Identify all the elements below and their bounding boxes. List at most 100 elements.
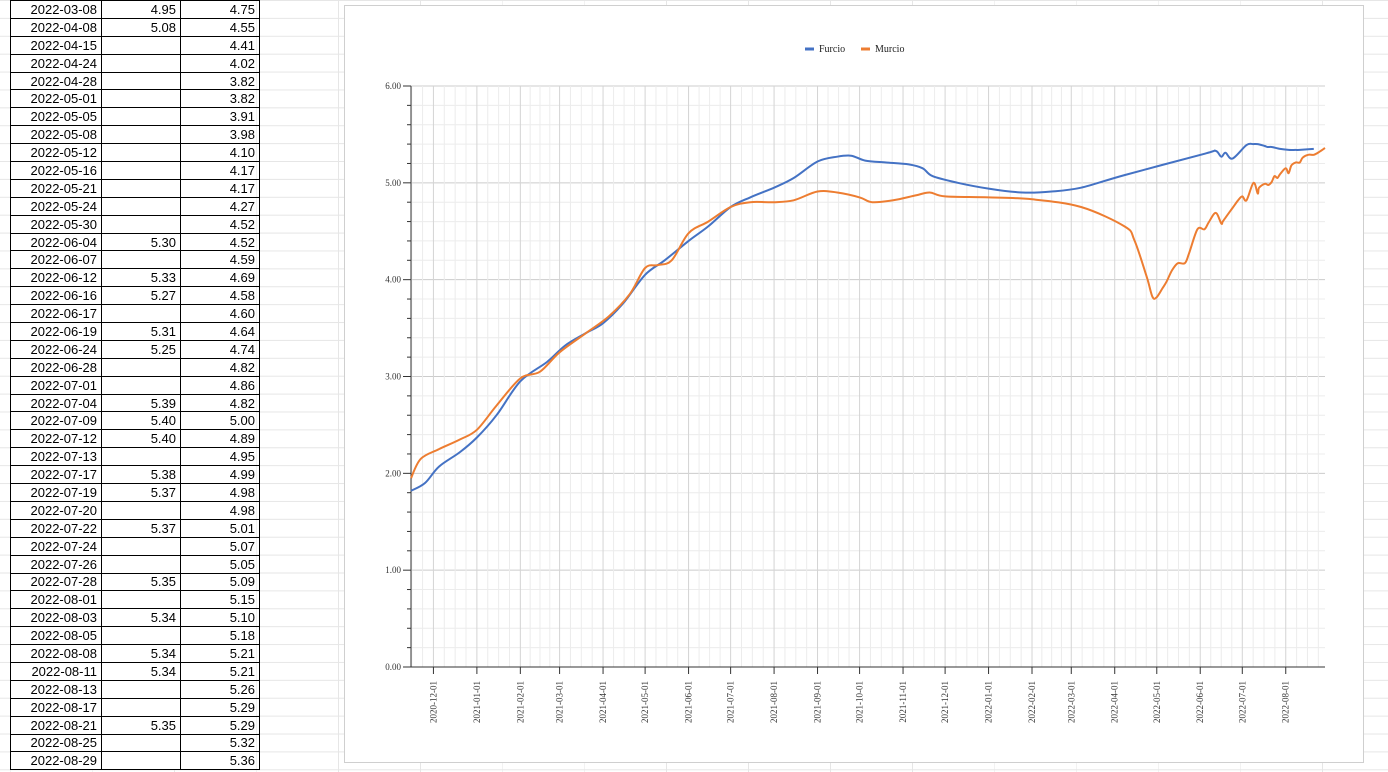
table-row[interactable]: 2022-04-08 5.08 4.55 <box>10 17 260 37</box>
table-row[interactable]: 2022-07-04 5.39 4.82 <box>10 393 260 413</box>
murcio-cell[interactable]: 5.21 <box>180 661 260 681</box>
date-cell[interactable]: 2022-05-05 <box>10 107 102 127</box>
table-row[interactable]: 2022-07-01 4.86 <box>10 375 260 395</box>
table-row[interactable]: 2022-05-24 4.27 <box>10 196 260 216</box>
furcio-cell[interactable]: 5.38 <box>101 465 181 485</box>
murcio-cell[interactable]: 5.07 <box>180 536 260 556</box>
furcio-cell[interactable]: 5.31 <box>101 322 181 341</box>
furcio-cell[interactable] <box>101 214 181 234</box>
murcio-cell[interactable]: 5.00 <box>180 411 260 431</box>
murcio-cell[interactable]: 4.27 <box>180 196 260 216</box>
table-row[interactable]: 2022-06-24 5.25 4.74 <box>10 339 260 359</box>
furcio-cell[interactable]: 5.35 <box>101 715 181 735</box>
murcio-cell[interactable]: 5.26 <box>180 679 260 699</box>
furcio-cell[interactable] <box>101 357 181 377</box>
furcio-cell[interactable] <box>101 536 181 556</box>
murcio-cell[interactable]: 5.36 <box>180 751 260 771</box>
date-cell[interactable]: 2022-08-05 <box>10 626 102 646</box>
murcio-cell[interactable]: 4.02 <box>180 53 260 73</box>
table-row[interactable]: 2022-05-30 4.52 <box>10 214 260 234</box>
murcio-cell[interactable]: 4.10 <box>180 143 260 163</box>
furcio-cell[interactable] <box>101 590 181 610</box>
furcio-cell[interactable] <box>101 626 181 646</box>
murcio-cell[interactable]: 3.91 <box>180 107 260 127</box>
furcio-cell[interactable]: 5.33 <box>101 268 181 288</box>
table-row[interactable]: 2022-06-16 5.27 4.58 <box>10 286 260 306</box>
table-row[interactable]: 2022-05-12 4.10 <box>10 143 260 163</box>
date-cell[interactable]: 2022-08-13 <box>10 679 102 699</box>
date-cell[interactable]: 2022-07-17 <box>10 465 102 485</box>
table-row[interactable]: 2022-05-21 4.17 <box>10 178 260 198</box>
furcio-cell[interactable]: 5.39 <box>101 393 181 413</box>
murcio-cell[interactable]: 4.69 <box>180 268 260 288</box>
furcio-cell[interactable] <box>101 107 181 127</box>
date-cell[interactable]: 2022-05-21 <box>10 178 102 198</box>
date-cell[interactable]: 2022-07-12 <box>10 429 102 449</box>
table-row[interactable]: 2022-08-05 5.18 <box>10 626 260 646</box>
murcio-cell[interactable]: 4.95 <box>180 447 260 467</box>
murcio-cell[interactable]: 4.74 <box>180 339 260 359</box>
furcio-cell[interactable]: 5.08 <box>101 17 181 37</box>
furcio-cell[interactable]: 5.25 <box>101 339 181 359</box>
murcio-cell[interactable]: 5.05 <box>180 554 260 574</box>
date-cell[interactable]: 2022-07-22 <box>10 518 102 538</box>
date-cell[interactable]: 2022-08-01 <box>10 590 102 610</box>
date-cell[interactable]: 2022-06-24 <box>10 339 102 359</box>
table-row[interactable]: 2022-07-20 4.98 <box>10 500 260 520</box>
table-row[interactable]: 2022-07-28 5.35 5.09 <box>10 572 260 592</box>
furcio-cell[interactable] <box>101 250 181 270</box>
date-cell[interactable]: 2022-08-08 <box>10 644 102 663</box>
murcio-cell[interactable]: 4.86 <box>180 375 260 395</box>
furcio-cell[interactable]: 5.34 <box>101 644 181 663</box>
furcio-cell[interactable] <box>101 178 181 198</box>
table-row[interactable]: 2022-08-21 5.35 5.29 <box>10 715 260 735</box>
furcio-cell[interactable]: 5.35 <box>101 572 181 592</box>
murcio-cell[interactable]: 5.15 <box>180 590 260 610</box>
murcio-cell[interactable]: 5.10 <box>180 608 260 628</box>
furcio-cell[interactable]: 5.37 <box>101 518 181 538</box>
furcio-cell[interactable] <box>101 554 181 574</box>
date-cell[interactable]: 2022-06-28 <box>10 357 102 377</box>
table-row[interactable]: 2022-07-22 5.37 5.01 <box>10 518 260 538</box>
furcio-cell[interactable]: 5.34 <box>101 608 181 628</box>
table-row[interactable]: 2022-05-05 3.91 <box>10 107 260 127</box>
murcio-cell[interactable]: 3.82 <box>180 71 260 91</box>
date-cell[interactable]: 2022-07-28 <box>10 572 102 592</box>
murcio-cell[interactable]: 4.98 <box>180 483 260 502</box>
date-cell[interactable]: 2022-06-16 <box>10 286 102 306</box>
murcio-cell[interactable]: 4.82 <box>180 393 260 413</box>
table-row[interactable]: 2022-04-28 3.82 <box>10 71 260 91</box>
table-row[interactable]: 2022-07-12 5.40 4.89 <box>10 429 260 449</box>
murcio-cell[interactable]: 4.60 <box>180 304 260 324</box>
table-row[interactable]: 2022-06-07 4.59 <box>10 250 260 270</box>
table-row[interactable]: 2022-06-19 5.31 4.64 <box>10 322 260 341</box>
furcio-cell[interactable]: 5.37 <box>101 483 181 502</box>
date-cell[interactable]: 2022-03-08 <box>10 0 102 19</box>
date-cell[interactable]: 2022-07-26 <box>10 554 102 574</box>
date-cell[interactable]: 2022-07-19 <box>10 483 102 502</box>
furcio-cell[interactable]: 5.40 <box>101 411 181 431</box>
furcio-cell[interactable] <box>101 53 181 73</box>
furcio-cell[interactable]: 5.34 <box>101 661 181 681</box>
murcio-cell[interactable]: 4.58 <box>180 286 260 306</box>
furcio-cell[interactable] <box>101 143 181 163</box>
date-cell[interactable]: 2022-05-01 <box>10 89 102 109</box>
table-row[interactable]: 2022-08-13 5.26 <box>10 679 260 699</box>
date-cell[interactable]: 2022-04-24 <box>10 53 102 73</box>
chart-container[interactable]: 0.00 1.00 2.00 3.00 4.00 5.00 6.00 2020-12-01 20… <box>344 5 1364 763</box>
table-row[interactable]: 2022-06-17 4.60 <box>10 304 260 324</box>
furcio-cell[interactable] <box>101 679 181 699</box>
table-row[interactable]: 2022-08-08 5.34 5.21 <box>10 644 260 663</box>
murcio-cell[interactable]: 5.21 <box>180 644 260 663</box>
table-row[interactable]: 2022-08-03 5.34 5.10 <box>10 608 260 628</box>
furcio-cell[interactable] <box>101 375 181 395</box>
murcio-cell[interactable]: 5.09 <box>180 572 260 592</box>
table-row[interactable]: 2022-07-09 5.40 5.00 <box>10 411 260 431</box>
table-row[interactable]: 2022-08-29 5.36 <box>10 751 260 771</box>
table-row[interactable]: 2022-04-15 4.41 <box>10 35 260 55</box>
date-cell[interactable]: 2022-05-12 <box>10 143 102 163</box>
murcio-cell[interactable]: 5.18 <box>180 626 260 646</box>
furcio-cell[interactable] <box>101 697 181 717</box>
furcio-cell[interactable] <box>101 89 181 109</box>
date-cell[interactable]: 2022-07-09 <box>10 411 102 431</box>
